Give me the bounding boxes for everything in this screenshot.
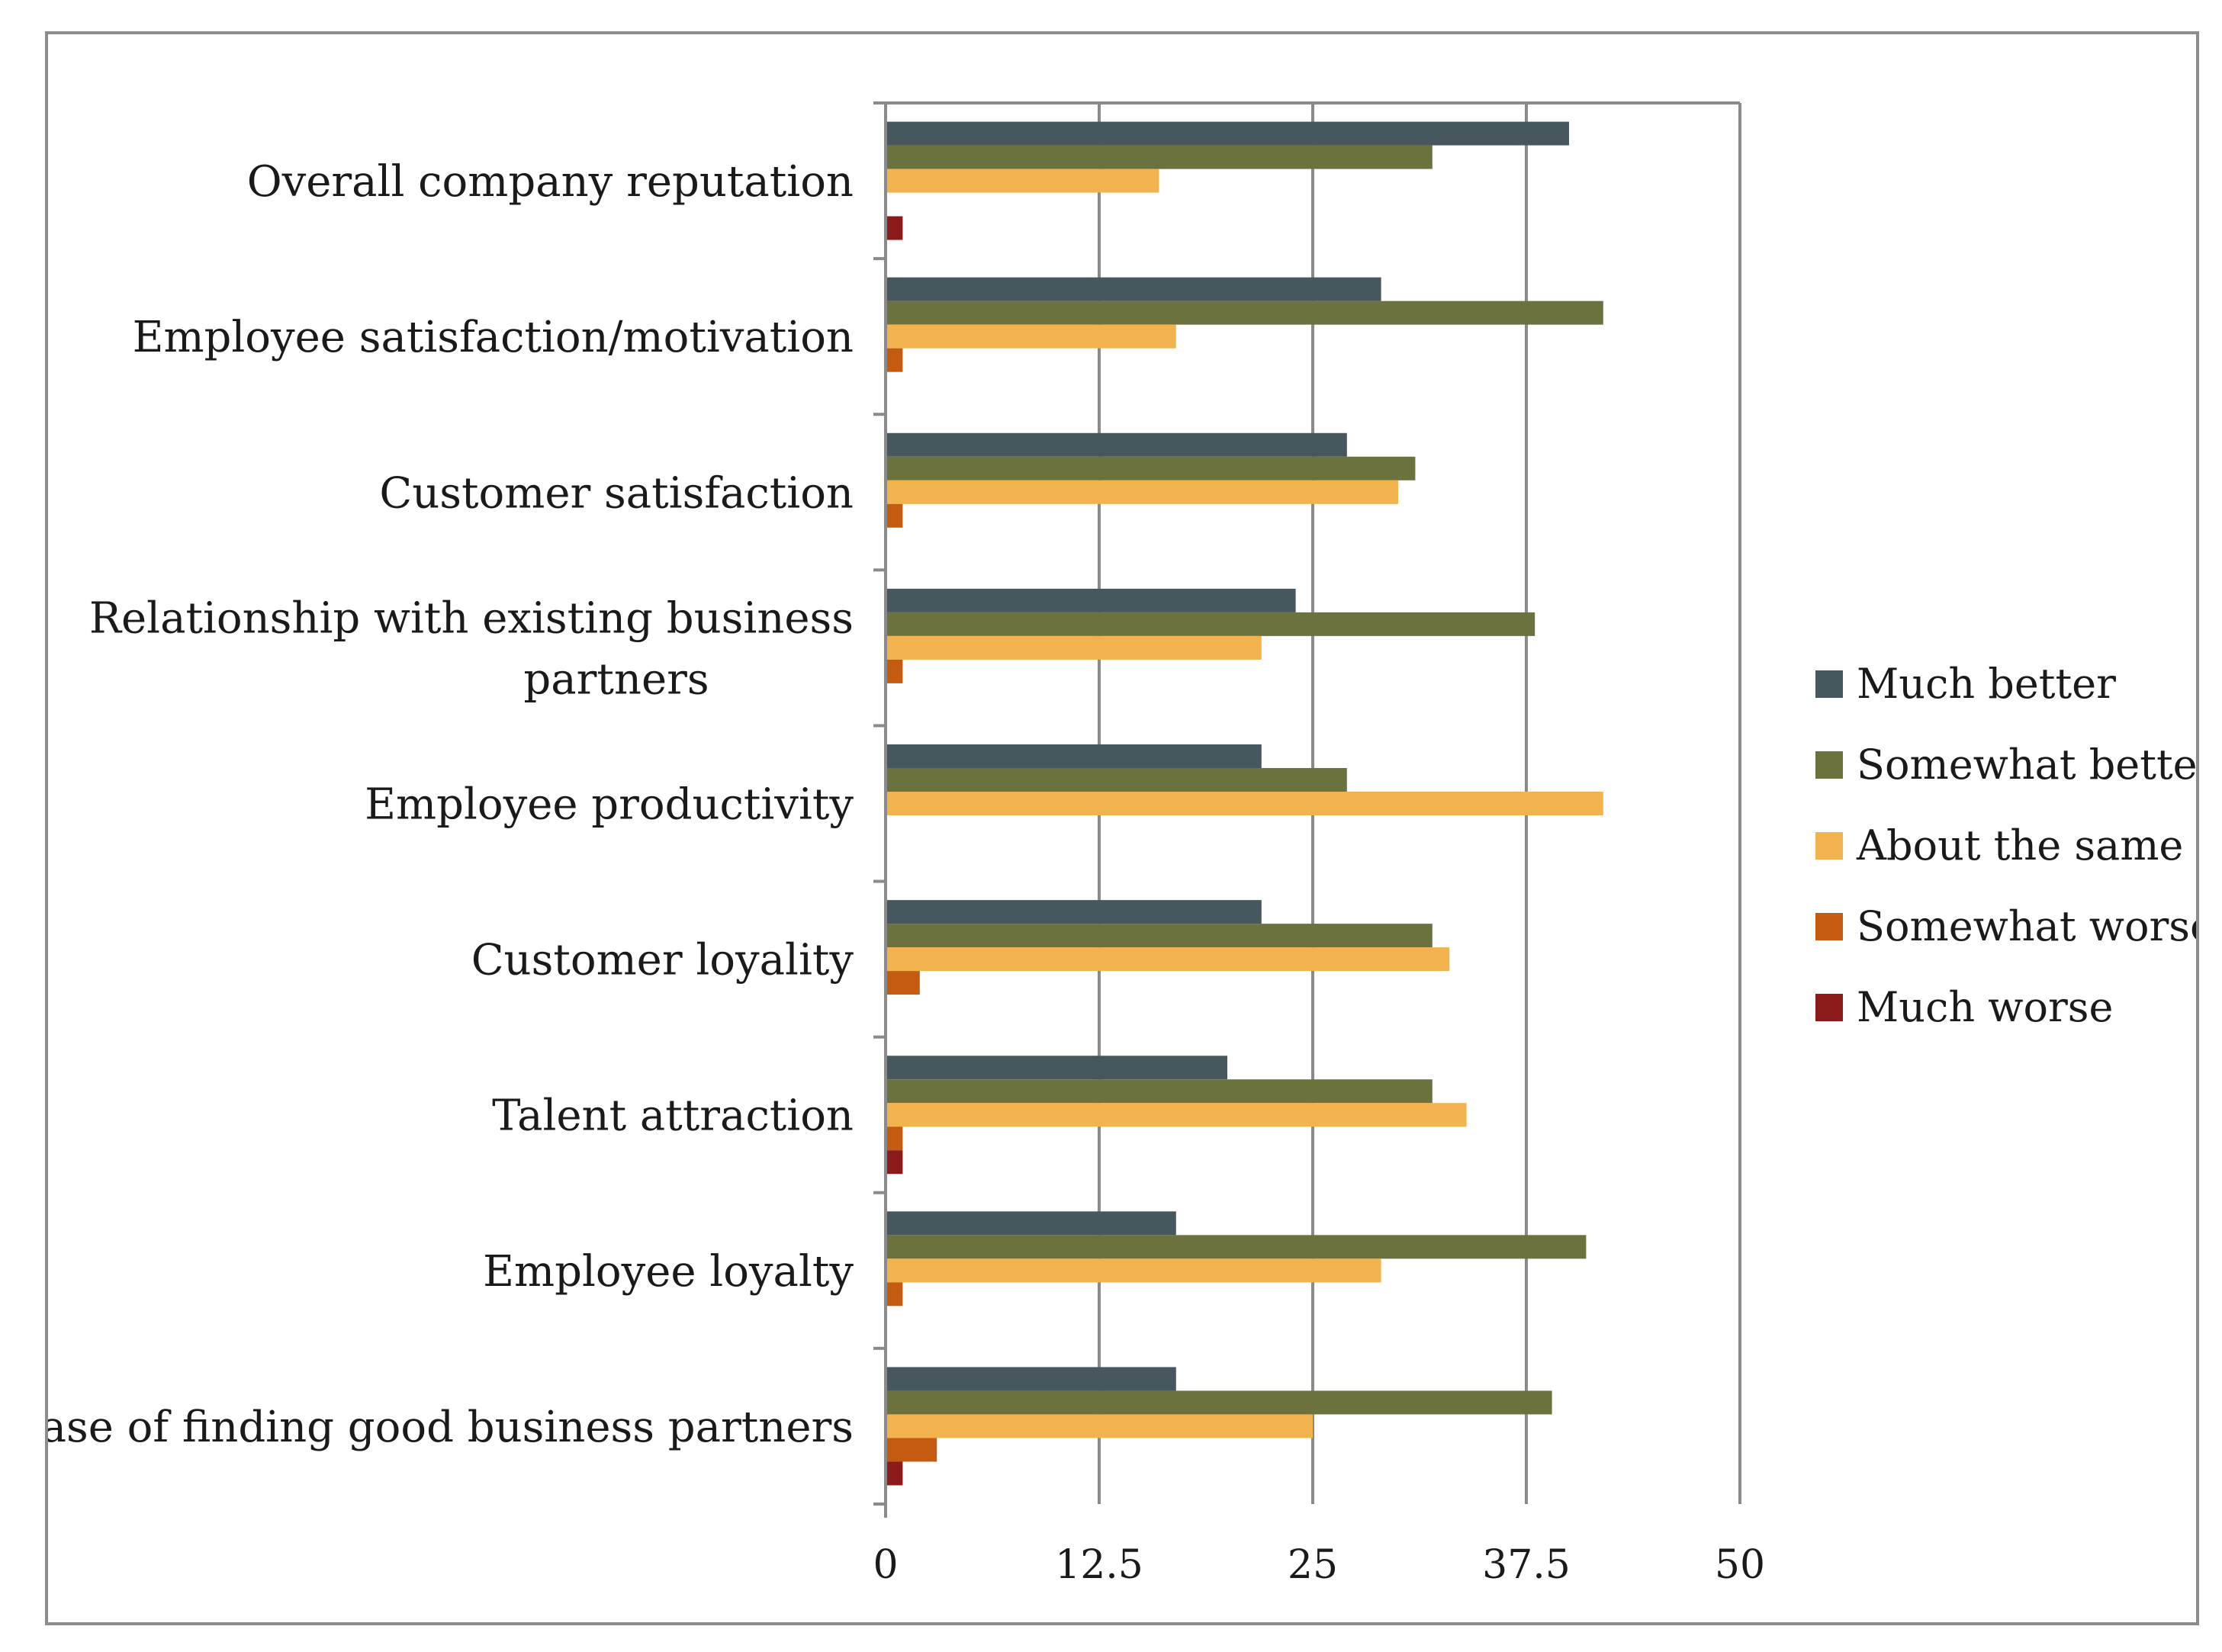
bar-somewhat-worse [886,1282,903,1306]
bar-somewhat-worse [886,503,903,528]
bar-much-worse [886,1150,903,1175]
bar-much-better [886,744,1262,768]
bar-about-the-same [886,1103,1467,1127]
category-label: partners [523,654,709,704]
category-label: Ease of finding good business partners [48,1403,854,1452]
legend-swatch [1815,994,1843,1021]
bar-somewhat-better [886,1235,1587,1259]
bar-much-better [886,588,1296,612]
bar-much-better [886,277,1381,301]
bar-about-the-same [886,1414,1313,1438]
legend-label: Somewhat worse [1857,902,2196,950]
legend-label: Much worse [1857,983,2113,1031]
category-label: Customer satisfaction [379,468,854,518]
bar-somewhat-better [886,612,1535,636]
x-tick-labels: 0 12.5 25 37.5 50 [873,1542,1765,1588]
bar-much-better [886,1211,1176,1236]
x-tick-label: 12.5 [1055,1542,1143,1588]
bar-much-better [886,1056,1227,1080]
legend-label: Much better [1857,660,2116,708]
legend-swatch [1815,751,1843,779]
bar-about-the-same [886,480,1398,504]
axes [873,101,1740,1518]
bar-much-better [886,1367,1176,1391]
category-label: Overall company reputation [247,157,854,207]
category-label: Employee satisfaction/motivation [133,313,854,362]
bar-about-the-same [886,635,1262,660]
category-label: Customer loyality [471,936,854,985]
legend-label: Somewhat better [1857,741,2196,789]
bar-much-better [886,432,1347,457]
category-labels: Overall company reputation Employee satis… [48,157,854,1452]
legend-swatch [1815,832,1843,860]
category-label: Talent attraction [492,1091,854,1141]
bar-about-the-same [886,1258,1381,1283]
bar-chart: Overall company reputation Employee satis… [48,101,2196,1588]
bar-much-better [886,121,1569,146]
bar-about-the-same [886,792,1603,815]
bar-somewhat-better [886,924,1433,948]
bar-somewhat-better [886,768,1347,792]
bar-somewhat-worse [886,348,903,372]
bar-about-the-same [886,324,1176,349]
category-label: Relationship with existing business [89,593,854,643]
bar-somewhat-better [886,456,1416,480]
bar-somewhat-worse [886,1127,903,1151]
bar-somewhat-better [886,1079,1433,1104]
x-tick-label: 0 [873,1542,898,1588]
legend-swatch [1815,913,1843,940]
category-label: Employee productivity [365,780,854,830]
bar-somewhat-worse [886,971,920,995]
legend-label: About the same [1856,821,2183,869]
bar-about-the-same [886,947,1450,972]
bar-somewhat-better [886,145,1433,169]
bar-somewhat-worse [886,659,903,683]
bar-about-the-same [886,169,1159,193]
bar-much-worse [886,1461,903,1486]
bar-somewhat-worse [886,1438,937,1462]
bar-somewhat-better [886,1390,1552,1415]
bar-somewhat-better [886,301,1603,325]
legend-swatch [1815,670,1843,698]
chart-frame: Overall company reputation Employee satis… [45,31,2199,1625]
bar-much-better [886,900,1262,924]
bar-much-worse [886,216,903,240]
x-tick-label: 25 [1288,1542,1338,1588]
bars [886,121,1603,1486]
x-tick-label: 50 [1715,1542,1765,1588]
category-label: Employee loyalty [483,1247,854,1297]
legend: Much better Somewhat better About the same… [1815,660,2196,1031]
x-tick-label: 37.5 [1482,1542,1571,1588]
